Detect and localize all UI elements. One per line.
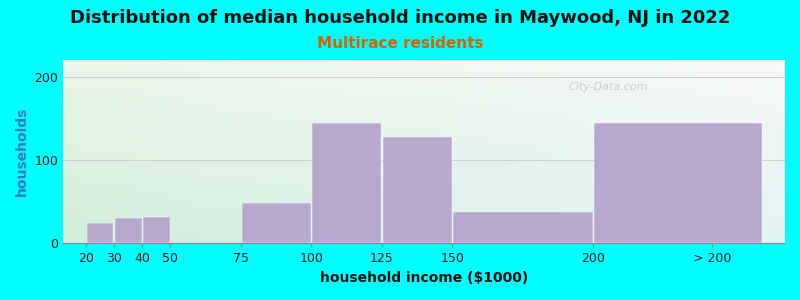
Bar xyxy=(242,203,310,243)
Bar xyxy=(453,212,593,243)
X-axis label: household income ($1000): household income ($1000) xyxy=(320,271,528,285)
Y-axis label: households: households xyxy=(15,107,29,196)
Bar xyxy=(86,223,114,243)
Bar xyxy=(594,122,762,243)
Bar xyxy=(312,122,381,243)
Text: Multirace residents: Multirace residents xyxy=(317,36,483,51)
Bar xyxy=(382,137,452,243)
Bar xyxy=(143,217,170,243)
Text: City-Data.com: City-Data.com xyxy=(569,82,648,92)
Bar xyxy=(114,218,142,243)
Text: Distribution of median household income in Maywood, NJ in 2022: Distribution of median household income … xyxy=(70,9,730,27)
